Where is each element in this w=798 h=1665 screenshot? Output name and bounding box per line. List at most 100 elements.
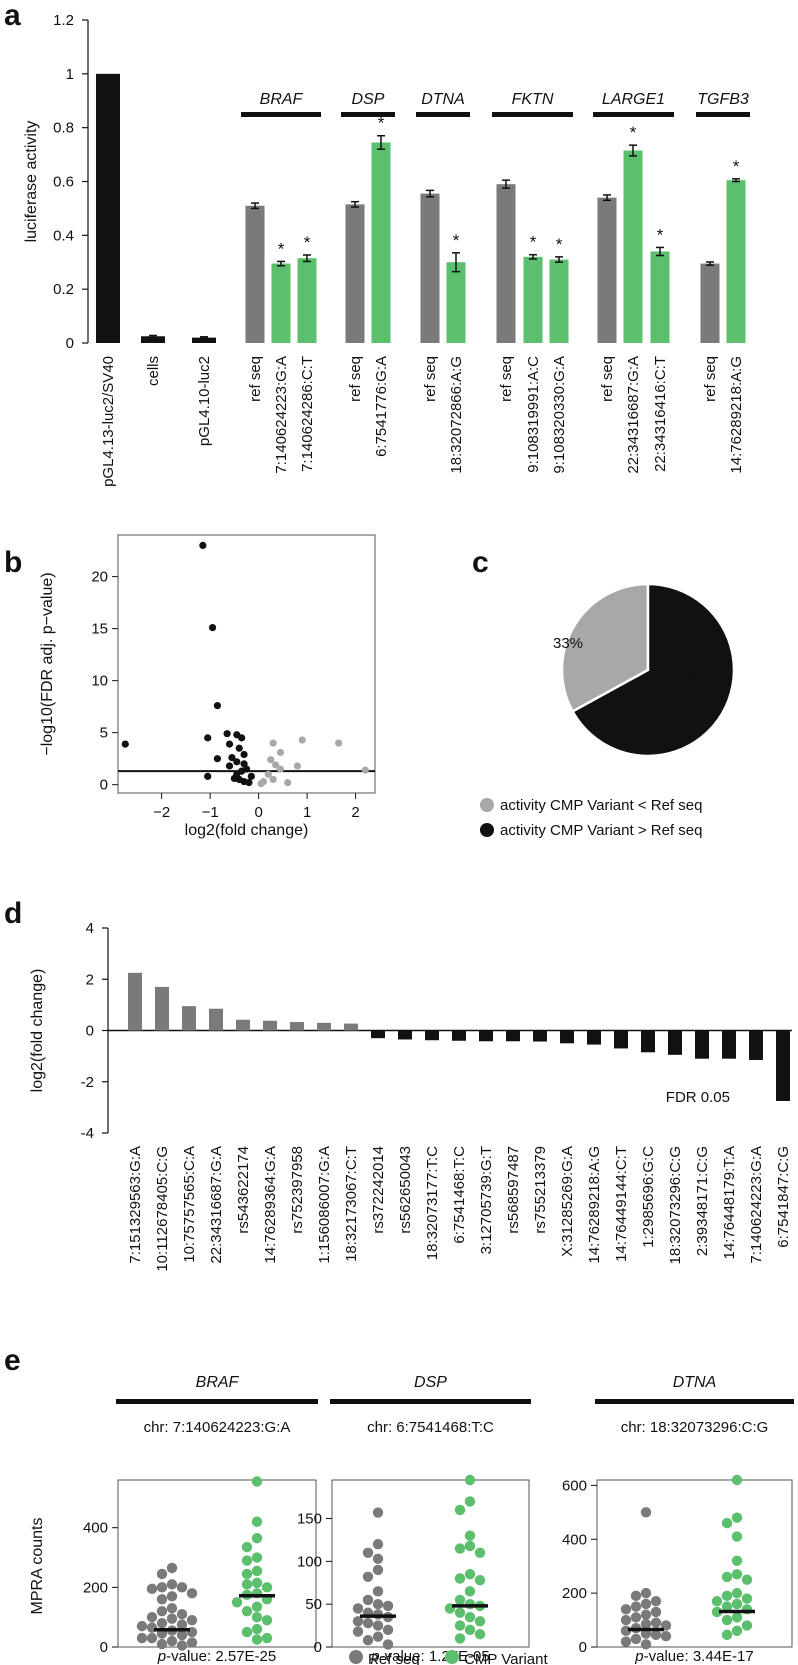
point-ref-seq — [166, 1579, 178, 1590]
point-cmp-variant — [464, 1624, 476, 1636]
point-variant-lower — [276, 748, 285, 757]
x-category-label: 18:32073296:C:G — [667, 1146, 684, 1264]
point-cmp-variant — [731, 1569, 743, 1580]
point-cmp-variant — [464, 1569, 476, 1580]
point-variant-higher — [208, 623, 217, 632]
point-ref-seq — [620, 1614, 632, 1626]
bar — [479, 1030, 493, 1042]
point-cmp-variant — [251, 1552, 263, 1563]
y-tick-label: 0.4 — [53, 227, 74, 244]
point-cmp-variant — [731, 1598, 743, 1610]
plot-frame — [331, 1479, 530, 1648]
point-variant-higher — [225, 762, 234, 770]
point-cmp-variant — [464, 1540, 476, 1552]
y-tick-label: 50 — [305, 1596, 322, 1613]
significance-star: * — [453, 231, 460, 250]
y-tick-label: 0 — [100, 777, 108, 794]
x-category-label: 1:156086007:G:A — [316, 1146, 333, 1264]
point-cmp-variant — [251, 1565, 263, 1577]
point-cmp-variant — [454, 1594, 466, 1606]
fdr-annotation: FDR 0.05 — [666, 1089, 730, 1106]
point-variant-higher — [213, 702, 222, 710]
y-tick-label: 4 — [86, 920, 94, 937]
p-value-label: p-value: 3.44E-17 — [634, 1648, 753, 1665]
y-tick-label: 0.2 — [53, 281, 74, 298]
bar — [263, 1020, 277, 1031]
chr-prefix: chr: — [367, 1419, 396, 1436]
bar — [290, 1022, 304, 1031]
bar — [192, 337, 216, 343]
pie-slice — [560, 582, 650, 714]
x-category-label: 10:112678405:C:G — [154, 1146, 171, 1272]
bar — [749, 1030, 763, 1060]
legend-label-variant: CMP Variant — [464, 1651, 548, 1665]
point-variant-lower — [269, 775, 277, 784]
legend-marker-ref — [349, 1650, 363, 1664]
bar — [155, 986, 169, 1031]
bar — [446, 262, 466, 343]
point-ref-seq — [640, 1618, 652, 1630]
point-cmp-variant — [741, 1574, 753, 1585]
point-ref-seq — [372, 1598, 384, 1610]
gene-bracket — [593, 112, 674, 117]
x-category-label: 9:108319991:A:C — [525, 356, 542, 473]
x-category-label: ref seq — [247, 356, 264, 402]
point-ref-seq — [156, 1568, 168, 1580]
p-value-text: -value: 3.44E-17 — [644, 1648, 754, 1665]
y-tick-label: 150 — [297, 1511, 322, 1528]
point-ref-seq — [156, 1582, 168, 1593]
point-ref-seq — [372, 1564, 384, 1576]
chr-value: 18:32073296:C:G — [650, 1419, 768, 1436]
point-ref-seq — [352, 1616, 364, 1627]
point-ref-seq — [166, 1603, 178, 1614]
point-ref-seq — [352, 1603, 364, 1614]
pie-slice — [570, 582, 736, 758]
p-value-label: p-value: 1.27E-05 — [370, 1648, 489, 1665]
x-axis-label: log2(fold change) — [185, 822, 309, 839]
x-category-label: 7:140624223:G:A — [748, 1146, 765, 1264]
point-ref-seq — [372, 1586, 384, 1597]
point-ref-seq — [650, 1606, 662, 1618]
point-cmp-variant — [251, 1601, 263, 1612]
bar — [371, 142, 391, 343]
y-tick-label: 0 — [66, 335, 74, 352]
gene-label: FKTN — [512, 91, 554, 108]
point-cmp-variant — [454, 1607, 466, 1618]
x-tick-label: 2 — [351, 804, 359, 821]
x-category-label: 7:140624223:G:A — [273, 356, 290, 474]
point-variant-lower — [361, 766, 369, 774]
bar — [722, 1030, 736, 1059]
bar — [597, 197, 617, 343]
x-category-label: rs562650043 — [397, 1146, 414, 1234]
bar — [425, 1030, 439, 1041]
point-cmp-variant — [721, 1614, 733, 1626]
point-ref-seq — [372, 1507, 384, 1518]
legend-marker — [480, 798, 494, 812]
bar — [587, 1030, 601, 1045]
point-ref-seq — [382, 1624, 394, 1636]
y-tick-label: 20 — [91, 569, 108, 586]
bar — [623, 150, 643, 343]
point-ref-seq — [166, 1591, 178, 1602]
gene-bar — [330, 1399, 531, 1404]
point-variant-lower — [269, 739, 277, 747]
x-category-label: 18:32072866:A:G — [448, 356, 465, 474]
point-cmp-variant — [731, 1555, 743, 1567]
point-cmp-variant — [721, 1601, 733, 1612]
x-category-label: 14:76289218:A:G — [586, 1146, 603, 1264]
p-value-label: p-value: 2.57E-25 — [157, 1648, 276, 1665]
x-category-label: ref seq — [599, 356, 616, 402]
gene-label: DSP — [352, 91, 385, 108]
x-category-label: 6:7541776:G:A — [373, 356, 390, 457]
bar — [496, 184, 516, 343]
y-axis-label: luciferase activity — [23, 121, 40, 243]
point-cmp-variant — [731, 1612, 743, 1623]
point-cmp-variant — [731, 1512, 743, 1523]
point-ref-seq — [146, 1611, 158, 1623]
significance-star: * — [304, 233, 311, 252]
point-variant-higher — [238, 734, 246, 742]
x-category-label: rs543622174 — [235, 1146, 252, 1234]
point-ref-seq — [630, 1612, 642, 1623]
gene-bar — [116, 1399, 318, 1404]
x-category-label: rs568597487 — [505, 1146, 522, 1234]
